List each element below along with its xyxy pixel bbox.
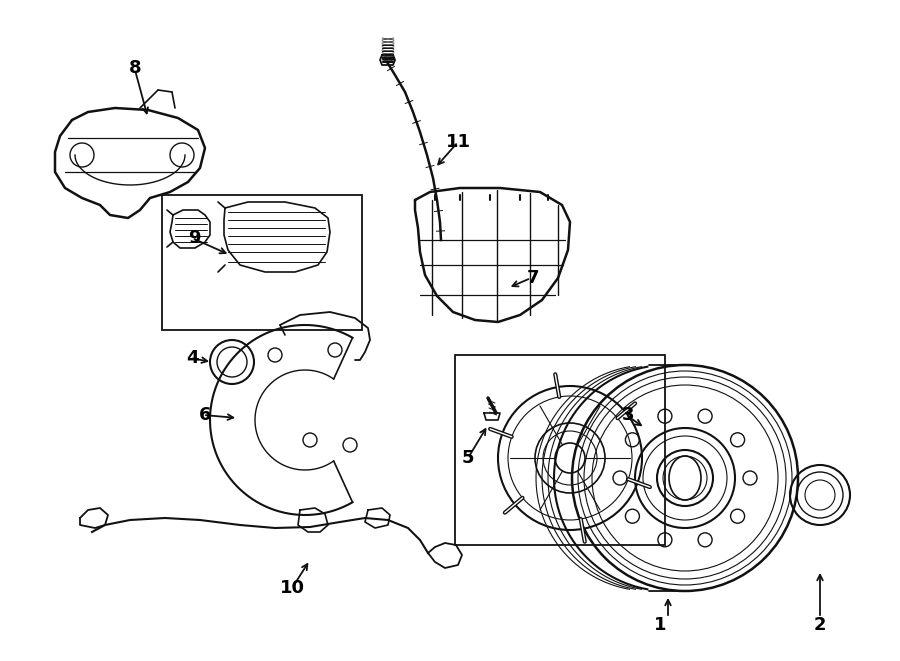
Text: 11: 11 xyxy=(446,133,471,151)
Text: 3: 3 xyxy=(622,406,634,424)
Text: 9: 9 xyxy=(188,229,200,247)
Text: 1: 1 xyxy=(653,616,666,634)
Text: 5: 5 xyxy=(462,449,474,467)
Bar xyxy=(455,355,665,545)
Text: 8: 8 xyxy=(129,59,141,77)
Bar xyxy=(162,195,362,330)
Text: 6: 6 xyxy=(199,406,212,424)
Text: 7: 7 xyxy=(526,269,539,287)
Text: 2: 2 xyxy=(814,616,826,634)
Text: 4: 4 xyxy=(185,349,198,367)
Text: 10: 10 xyxy=(280,579,304,597)
